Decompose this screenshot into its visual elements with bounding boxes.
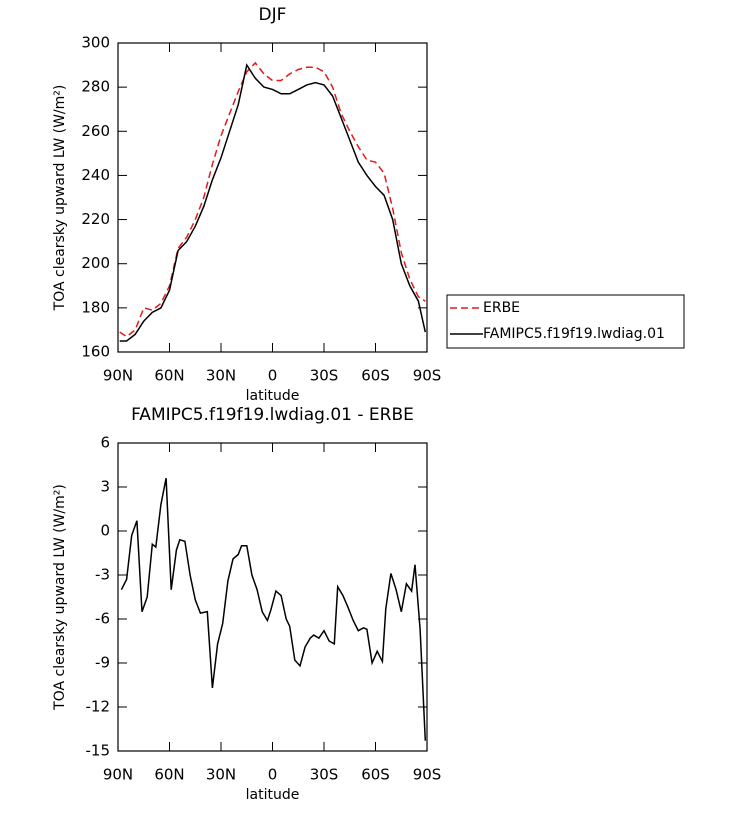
x-tick-label: 60N [154, 367, 184, 385]
x-tick-label: 30N [206, 766, 236, 784]
y-tick-label: -15 [86, 742, 111, 760]
y-tick-label: -3 [95, 566, 110, 584]
x-tick-label: 90N [103, 766, 133, 784]
x-tick-label: 60S [361, 367, 390, 385]
x-axis-label: latitude [246, 787, 300, 803]
data-line [120, 478, 427, 741]
y-tick-label: 0 [100, 522, 110, 540]
y-tick-label: -12 [86, 698, 111, 716]
y-tick-label: 300 [81, 34, 110, 52]
y-tick-label: 180 [81, 298, 110, 316]
x-tick-label: 0 [268, 367, 278, 385]
x-tick-label: 90S [413, 367, 442, 385]
y-tick-label: 260 [81, 122, 110, 140]
y-axis-label: TOA clearsky upward LW (W/m²) [52, 85, 68, 312]
data-line [119, 61, 426, 338]
y-tick-label: 200 [81, 254, 110, 272]
y-tick-label: -9 [95, 654, 110, 672]
x-axis-label: latitude [246, 388, 300, 404]
x-tick-label: 30S [310, 367, 339, 385]
x-tick-label: 60N [154, 766, 184, 784]
y-tick-label: 280 [81, 78, 110, 96]
x-tick-label: 30S [310, 766, 339, 784]
y-tick-label: 220 [81, 210, 110, 228]
x-tick-label: 90S [413, 766, 442, 784]
x-tick-label: 60S [361, 766, 390, 784]
x-tick-label: 90N [103, 367, 133, 385]
chart-title: DJF [259, 5, 287, 25]
chart-title: FAMIPC5.f19f19.lwdiag.01 - ERBE [131, 405, 414, 425]
y-tick-label: 240 [81, 166, 110, 184]
y-tick-label: -6 [95, 610, 110, 628]
y-tick-label: 160 [81, 343, 110, 361]
x-tick-label: 0 [268, 766, 278, 784]
legend-box [446, 294, 685, 349]
y-axis-label: TOA clearsky upward LW (W/m²) [52, 484, 68, 711]
y-tick-label: 3 [100, 478, 110, 496]
data-line [119, 63, 427, 342]
x-tick-label: 30N [206, 367, 236, 385]
legend-label: ERBE [483, 300, 520, 316]
legend-label: FAMIPC5.f19f19.lwdiag.01 [483, 326, 665, 342]
y-tick-label: 6 [100, 434, 110, 452]
